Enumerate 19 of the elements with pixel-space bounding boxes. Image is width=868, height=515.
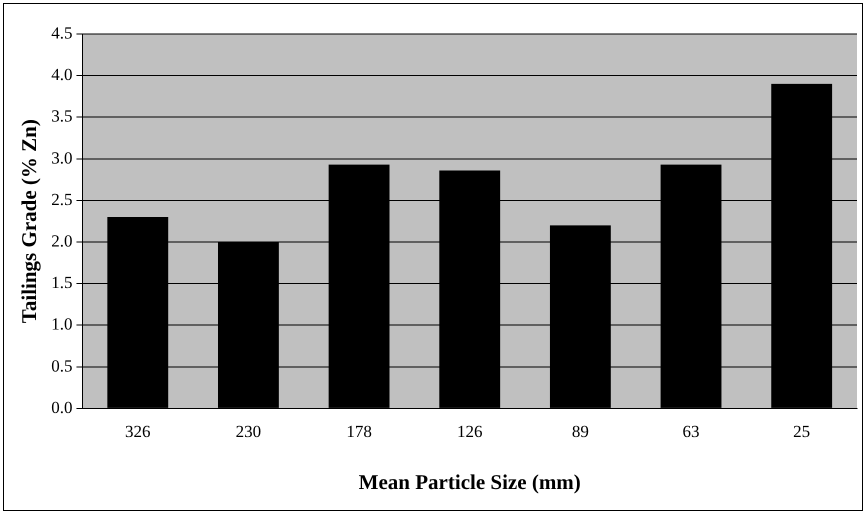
y-tick-label: 2.0 bbox=[51, 231, 72, 250]
x-tick-label: 63 bbox=[682, 422, 700, 442]
y-tick-label: 4.0 bbox=[51, 65, 72, 84]
y-tick-label: 1.5 bbox=[51, 273, 72, 292]
x-tick-label: 230 bbox=[236, 422, 262, 442]
y-axis-title: Tailings Grade (% Zn) bbox=[17, 119, 42, 324]
y-tick-label: 3.0 bbox=[51, 148, 72, 168]
y-tick-label: 4.5 bbox=[51, 23, 72, 42]
y-tick-label: 2.5 bbox=[51, 190, 72, 209]
x-tick-label: 89 bbox=[572, 422, 589, 442]
y-tick-label: 0.5 bbox=[51, 356, 72, 376]
x-tick-label: 25 bbox=[793, 422, 810, 442]
x-axis-title: Mean Particle Size (mm) bbox=[358, 470, 581, 494]
x-tick-label: 126 bbox=[456, 422, 482, 442]
y-tick-label: 1.0 bbox=[51, 314, 72, 334]
y-tick-label: 3.5 bbox=[51, 106, 72, 126]
y-tick-label: 0.0 bbox=[51, 398, 72, 417]
x-tick-label: 326 bbox=[125, 422, 151, 442]
x-tick-label: 178 bbox=[346, 422, 372, 442]
